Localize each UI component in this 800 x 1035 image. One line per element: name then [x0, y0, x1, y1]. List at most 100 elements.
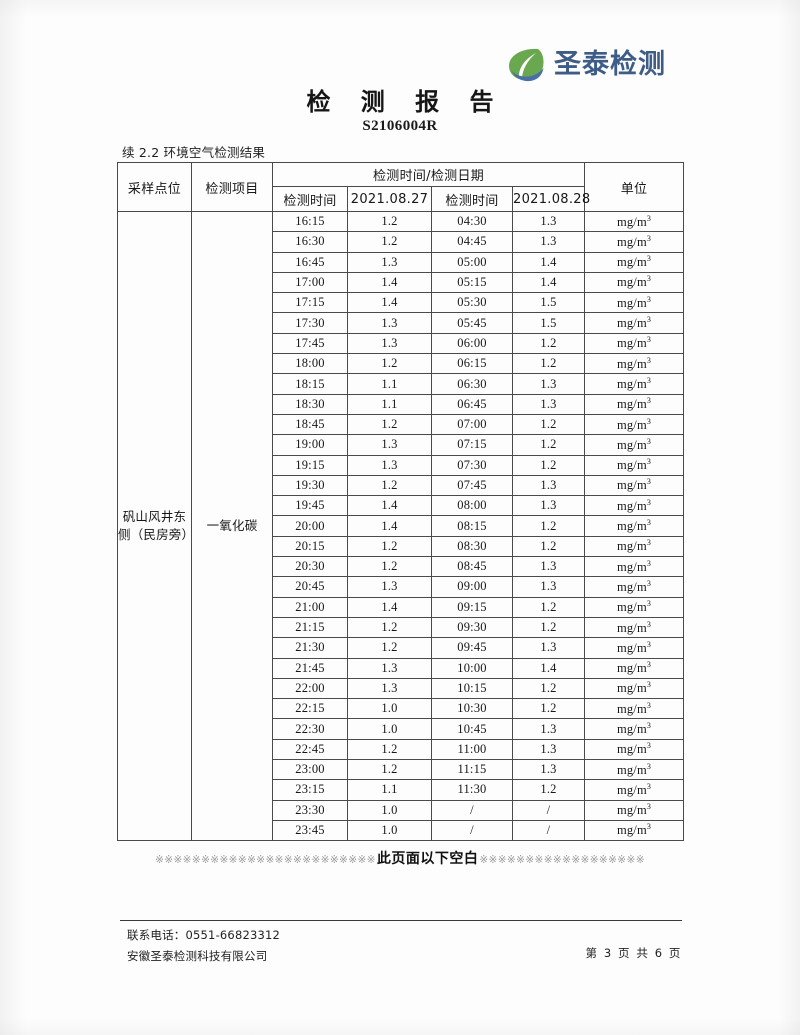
cell-value-day1: 1.4 [347, 495, 432, 517]
cell-unit: mg/m3 [584, 454, 685, 476]
cell-value-day2: 1.3 [511, 759, 586, 781]
cell-time-day1: 21:15 [272, 616, 348, 639]
cell-unit: mg/m3 [584, 799, 685, 821]
cell-value-day2: 1.3 [511, 210, 586, 233]
unit-text: mg/m [616, 316, 647, 331]
unit-exponent: 3 [646, 274, 652, 284]
header-time-date-group: 检测时间/检测日期 [271, 162, 586, 187]
cell-value-day1: 1.3 [347, 434, 432, 456]
unit-exponent: 3 [646, 538, 652, 548]
cell-time-day2: 05:30 [431, 292, 513, 314]
table-row: 19:45 1.4 08:00 1.3 mg/m3 [118, 495, 685, 517]
cell-value-day1: 1.2 [347, 738, 432, 761]
cell-time-day1: 23:00 [272, 759, 348, 781]
table-row: 20:45 1.3 09:00 1.3 mg/m3 [118, 576, 685, 598]
unit-text: mg/m [616, 742, 647, 757]
cell-time-day2: 07:15 [431, 434, 513, 456]
cell-time-day2: 10:00 [431, 657, 513, 679]
unit-text: mg/m [616, 458, 647, 473]
unit-exponent: 3 [646, 477, 652, 487]
cell-value-day1: 1.1 [347, 779, 432, 801]
cell-value-day1: 1.3 [347, 657, 432, 679]
table-row: 23:45 1.0// mg/m3 [118, 819, 685, 842]
cell-time-day2: 05:45 [431, 312, 513, 334]
cell-time-day1: 22:45 [272, 738, 348, 761]
table-row: 23:15 1.1 11:30 1.2 mg/m3 [118, 779, 685, 801]
cell-value-day2: 1.2 [511, 332, 586, 355]
unit-exponent: 3 [646, 396, 652, 406]
unit-text: mg/m [616, 640, 647, 655]
cell-value-day2: 1.3 [511, 637, 586, 659]
cell-time-day1: 17:00 [272, 271, 348, 294]
cell-time-day1: 21:45 [272, 657, 348, 679]
cell-unit: mg/m3 [584, 616, 685, 639]
report-code: S2106004R [362, 118, 438, 134]
cell-unit: mg/m3 [584, 495, 685, 517]
cell-value-day1: 1.3 [347, 576, 432, 598]
cell-time-day1: 17:15 [272, 292, 348, 314]
cell-time-day2: 09:15 [431, 596, 513, 618]
cell-time-day1: 20:15 [272, 535, 348, 558]
unit-text: mg/m [616, 701, 647, 716]
cell-time-day2: 07:00 [431, 413, 513, 436]
blank-page-notice: ※※※※※※※※※※※※※※※※※※※※※※※※此页面以下空白※※※※※※※※※… [117, 852, 683, 866]
unit-exponent: 3 [646, 558, 652, 568]
unit-text: mg/m [616, 356, 647, 371]
cell-time-day2: 06:45 [431, 393, 513, 415]
cell-value-day2: 1.2 [511, 454, 586, 476]
cell-unit: mg/m3 [584, 819, 685, 842]
table-header-row-2: 检测时间 2021.08.27 检测时间 2021.08.28 [118, 186, 684, 212]
unit-exponent: 3 [646, 457, 652, 467]
unit-text: mg/m [616, 661, 647, 676]
unit-exponent: 3 [646, 315, 652, 325]
cell-time-day1: 20:00 [272, 515, 348, 537]
unit-text: mg/m [616, 823, 647, 838]
cell-time-day2: 11:00 [431, 738, 513, 761]
cell-value-day2: 1.2 [511, 616, 586, 639]
cell-unit: mg/m3 [584, 210, 685, 233]
unit-text: mg/m [616, 600, 647, 615]
cell-value-day1: 1.4 [347, 515, 432, 537]
section-caption: 续 2.2 环境空气检测结果 [122, 145, 266, 160]
unit-text: mg/m [616, 580, 647, 595]
cell-value-day2: 1.2 [511, 698, 586, 720]
cell-value-day1: 1.2 [347, 637, 432, 659]
cell-time-day2: 04:45 [431, 231, 513, 253]
cell-time-day1: 20:45 [272, 576, 348, 598]
cell-value-day2: 1.3 [511, 576, 586, 598]
unit-exponent: 3 [646, 781, 652, 791]
cell-time-day2: 11:15 [431, 759, 513, 781]
unit-text: mg/m [616, 437, 647, 452]
cell-unit: mg/m3 [584, 474, 685, 497]
cell-time-day2: / [431, 799, 513, 821]
cell-value-day2: 1.2 [511, 515, 586, 537]
cell-time-day2: 06:00 [431, 332, 513, 355]
cell-unit: mg/m3 [584, 677, 685, 700]
cell-time-day1: 19:45 [272, 495, 348, 517]
unit-exponent: 3 [646, 761, 652, 771]
cell-value-day2: 1.2 [511, 353, 586, 375]
cell-time-day2: 09:00 [431, 576, 513, 598]
cell-time-day1: 22:00 [272, 677, 348, 700]
cell-value-day1: 1.4 [347, 292, 432, 314]
cell-value-day1: 1.2 [347, 616, 432, 639]
air-quality-results-table: 采样点位 检测项目 检测时间/检测日期 单位 检测时间 2021.08.27 检… [117, 162, 685, 842]
table-row: 20:15 1.2 08:30 1.2 mg/m3 [118, 535, 685, 558]
cell-time-day2: 07:45 [431, 474, 513, 497]
unit-exponent: 3 [646, 294, 652, 304]
cell-unit: mg/m3 [584, 271, 685, 294]
unit-exponent: 3 [646, 518, 652, 528]
cell-value-day2: 1.3 [511, 556, 586, 578]
cell-time-day2: / [431, 819, 513, 842]
cell-value-day2: 1.3 [511, 393, 586, 415]
unit-text: mg/m [616, 417, 647, 432]
cell-value-day1: 1.0 [347, 799, 432, 821]
unit-exponent: 3 [646, 680, 652, 690]
cell-time-day1: 18:15 [272, 373, 348, 395]
cell-value-day1: 1.1 [347, 373, 432, 395]
cell-time-day1: 21:00 [272, 596, 348, 618]
cell-time-day2: 06:15 [431, 353, 513, 375]
unit-exponent: 3 [646, 497, 652, 507]
cell-time-day2: 10:45 [431, 718, 513, 740]
page-title: 检 测 报 告 [306, 88, 505, 116]
